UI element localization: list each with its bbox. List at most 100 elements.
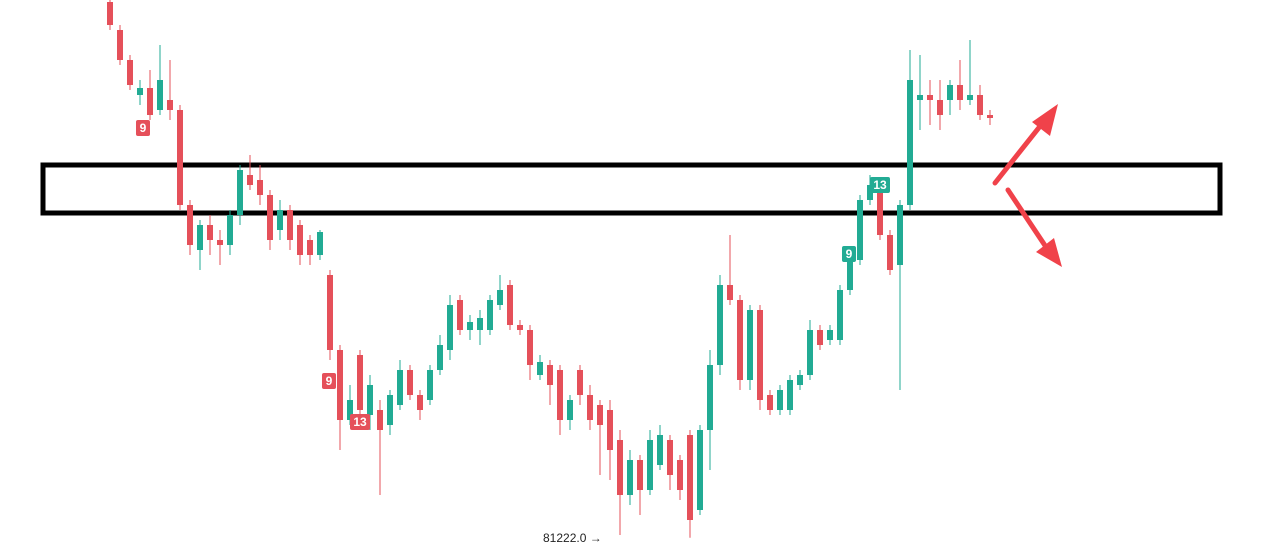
candle-body <box>157 80 163 110</box>
candle-body <box>147 88 153 115</box>
candle-body <box>707 365 713 430</box>
candle-body <box>407 370 413 395</box>
candle-body <box>437 345 443 370</box>
candle-body <box>677 460 683 490</box>
signal-marker-bg <box>322 373 336 389</box>
candle-body <box>597 405 603 425</box>
signal-marker: 9 <box>842 246 856 262</box>
candle-body <box>247 175 253 185</box>
candle-body <box>657 435 663 465</box>
candle-body <box>687 435 693 520</box>
signal-marker: 13 <box>870 177 890 193</box>
candle-body <box>717 285 723 365</box>
candle-body <box>557 370 563 420</box>
candle-body <box>767 395 773 410</box>
candle-body <box>737 300 743 380</box>
candle-body <box>237 170 243 215</box>
candle-body <box>117 30 123 60</box>
candle-body <box>447 305 453 350</box>
candle-body <box>797 375 803 385</box>
candle-body <box>907 80 913 205</box>
candle-body <box>317 232 323 255</box>
signal-marker-text: 9 <box>846 247 853 261</box>
candle-body <box>837 290 843 340</box>
signal-marker-bg <box>350 414 370 430</box>
candle-body <box>167 100 173 110</box>
candle-body <box>647 440 653 490</box>
candle-body <box>947 85 953 100</box>
candle-body <box>487 300 493 330</box>
candle-body <box>867 185 873 200</box>
candle-body <box>897 205 903 265</box>
candle-body <box>397 370 403 405</box>
candle-body <box>667 440 673 475</box>
candle-body <box>137 88 143 95</box>
candle-body <box>987 115 993 118</box>
candle-body <box>187 205 193 245</box>
candle-body <box>577 370 583 395</box>
candle-body <box>417 395 423 410</box>
signal-marker-text: 9 <box>326 374 333 388</box>
candle-body <box>367 385 373 415</box>
candle-body <box>887 235 893 270</box>
candle-body <box>347 400 353 420</box>
candle-body <box>517 325 523 330</box>
candle-body <box>607 410 613 450</box>
candle-body <box>297 225 303 255</box>
candle-body <box>527 330 533 365</box>
candle-body <box>337 350 343 420</box>
candle-body <box>537 362 543 375</box>
candle-body <box>377 410 383 430</box>
low-price-label: 81222.0 → <box>543 531 602 545</box>
candle-body <box>107 2 113 25</box>
arrow-down <box>1005 187 1062 267</box>
signal-marker-text: 13 <box>353 415 367 429</box>
candle-body <box>507 285 513 325</box>
candle-body <box>827 330 833 340</box>
signal-marker-bg <box>136 120 150 136</box>
candle-body <box>497 290 503 305</box>
candle-body <box>637 460 643 490</box>
arrow-up <box>992 104 1058 186</box>
candle-body <box>477 318 483 330</box>
candle-body <box>177 110 183 205</box>
candle-body <box>587 395 593 420</box>
candle-body <box>207 225 213 240</box>
candle-body <box>227 215 233 245</box>
candle-body <box>927 95 933 100</box>
candle-body <box>327 275 333 350</box>
candle-body <box>807 330 813 375</box>
candle-body <box>257 180 263 195</box>
zone-box <box>40 162 1223 216</box>
signal-marker: 9 <box>322 373 336 389</box>
candle-body <box>777 390 783 410</box>
candle-body <box>817 330 823 345</box>
candle-body <box>127 60 133 85</box>
candle-body <box>727 285 733 300</box>
candle-body <box>877 190 883 235</box>
candle-body <box>697 430 703 510</box>
candle-body <box>277 210 283 230</box>
signal-marker-text: 9 <box>140 121 147 135</box>
candle-body <box>627 460 633 495</box>
candle-body <box>847 260 853 290</box>
candle-body <box>787 380 793 410</box>
candle-body <box>747 310 753 380</box>
candle-body <box>267 195 273 240</box>
candle-body <box>977 95 983 115</box>
candle-body <box>547 365 553 385</box>
candle-body <box>387 395 393 425</box>
candle-body <box>967 95 973 100</box>
candle-body <box>357 355 363 410</box>
signal-marker-text: 13 <box>873 178 887 192</box>
candle-body <box>467 322 473 330</box>
candle-body <box>917 95 923 100</box>
signal-marker-bg <box>870 177 890 193</box>
signal-marker-bg <box>842 246 856 262</box>
candle-body <box>567 400 573 420</box>
candle-body <box>937 100 943 115</box>
candle-body <box>617 440 623 495</box>
candle-body <box>757 310 763 400</box>
